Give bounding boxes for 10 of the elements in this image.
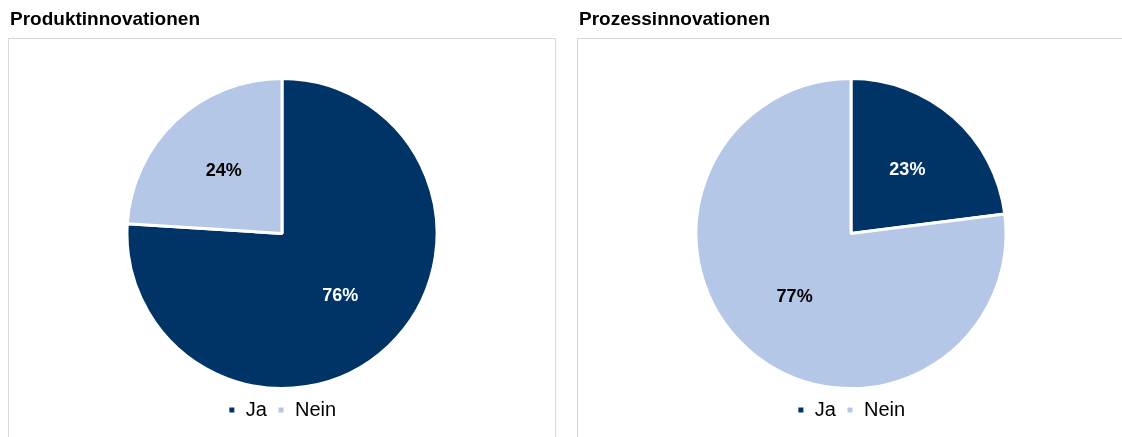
legend-label: Ja [245,397,268,420]
chart-title: Produktinnovationen [10,8,200,30]
data-label: 77% [776,286,813,307]
data-label: 24% [205,160,242,181]
legend-label: Nein [295,397,337,420]
data-label: 76% [322,284,359,305]
data-label: 23% [889,158,926,179]
legend-label: Ja [814,397,837,420]
legend-label: Nein [864,397,906,420]
chart-title: Prozessinnovationen [579,8,771,30]
